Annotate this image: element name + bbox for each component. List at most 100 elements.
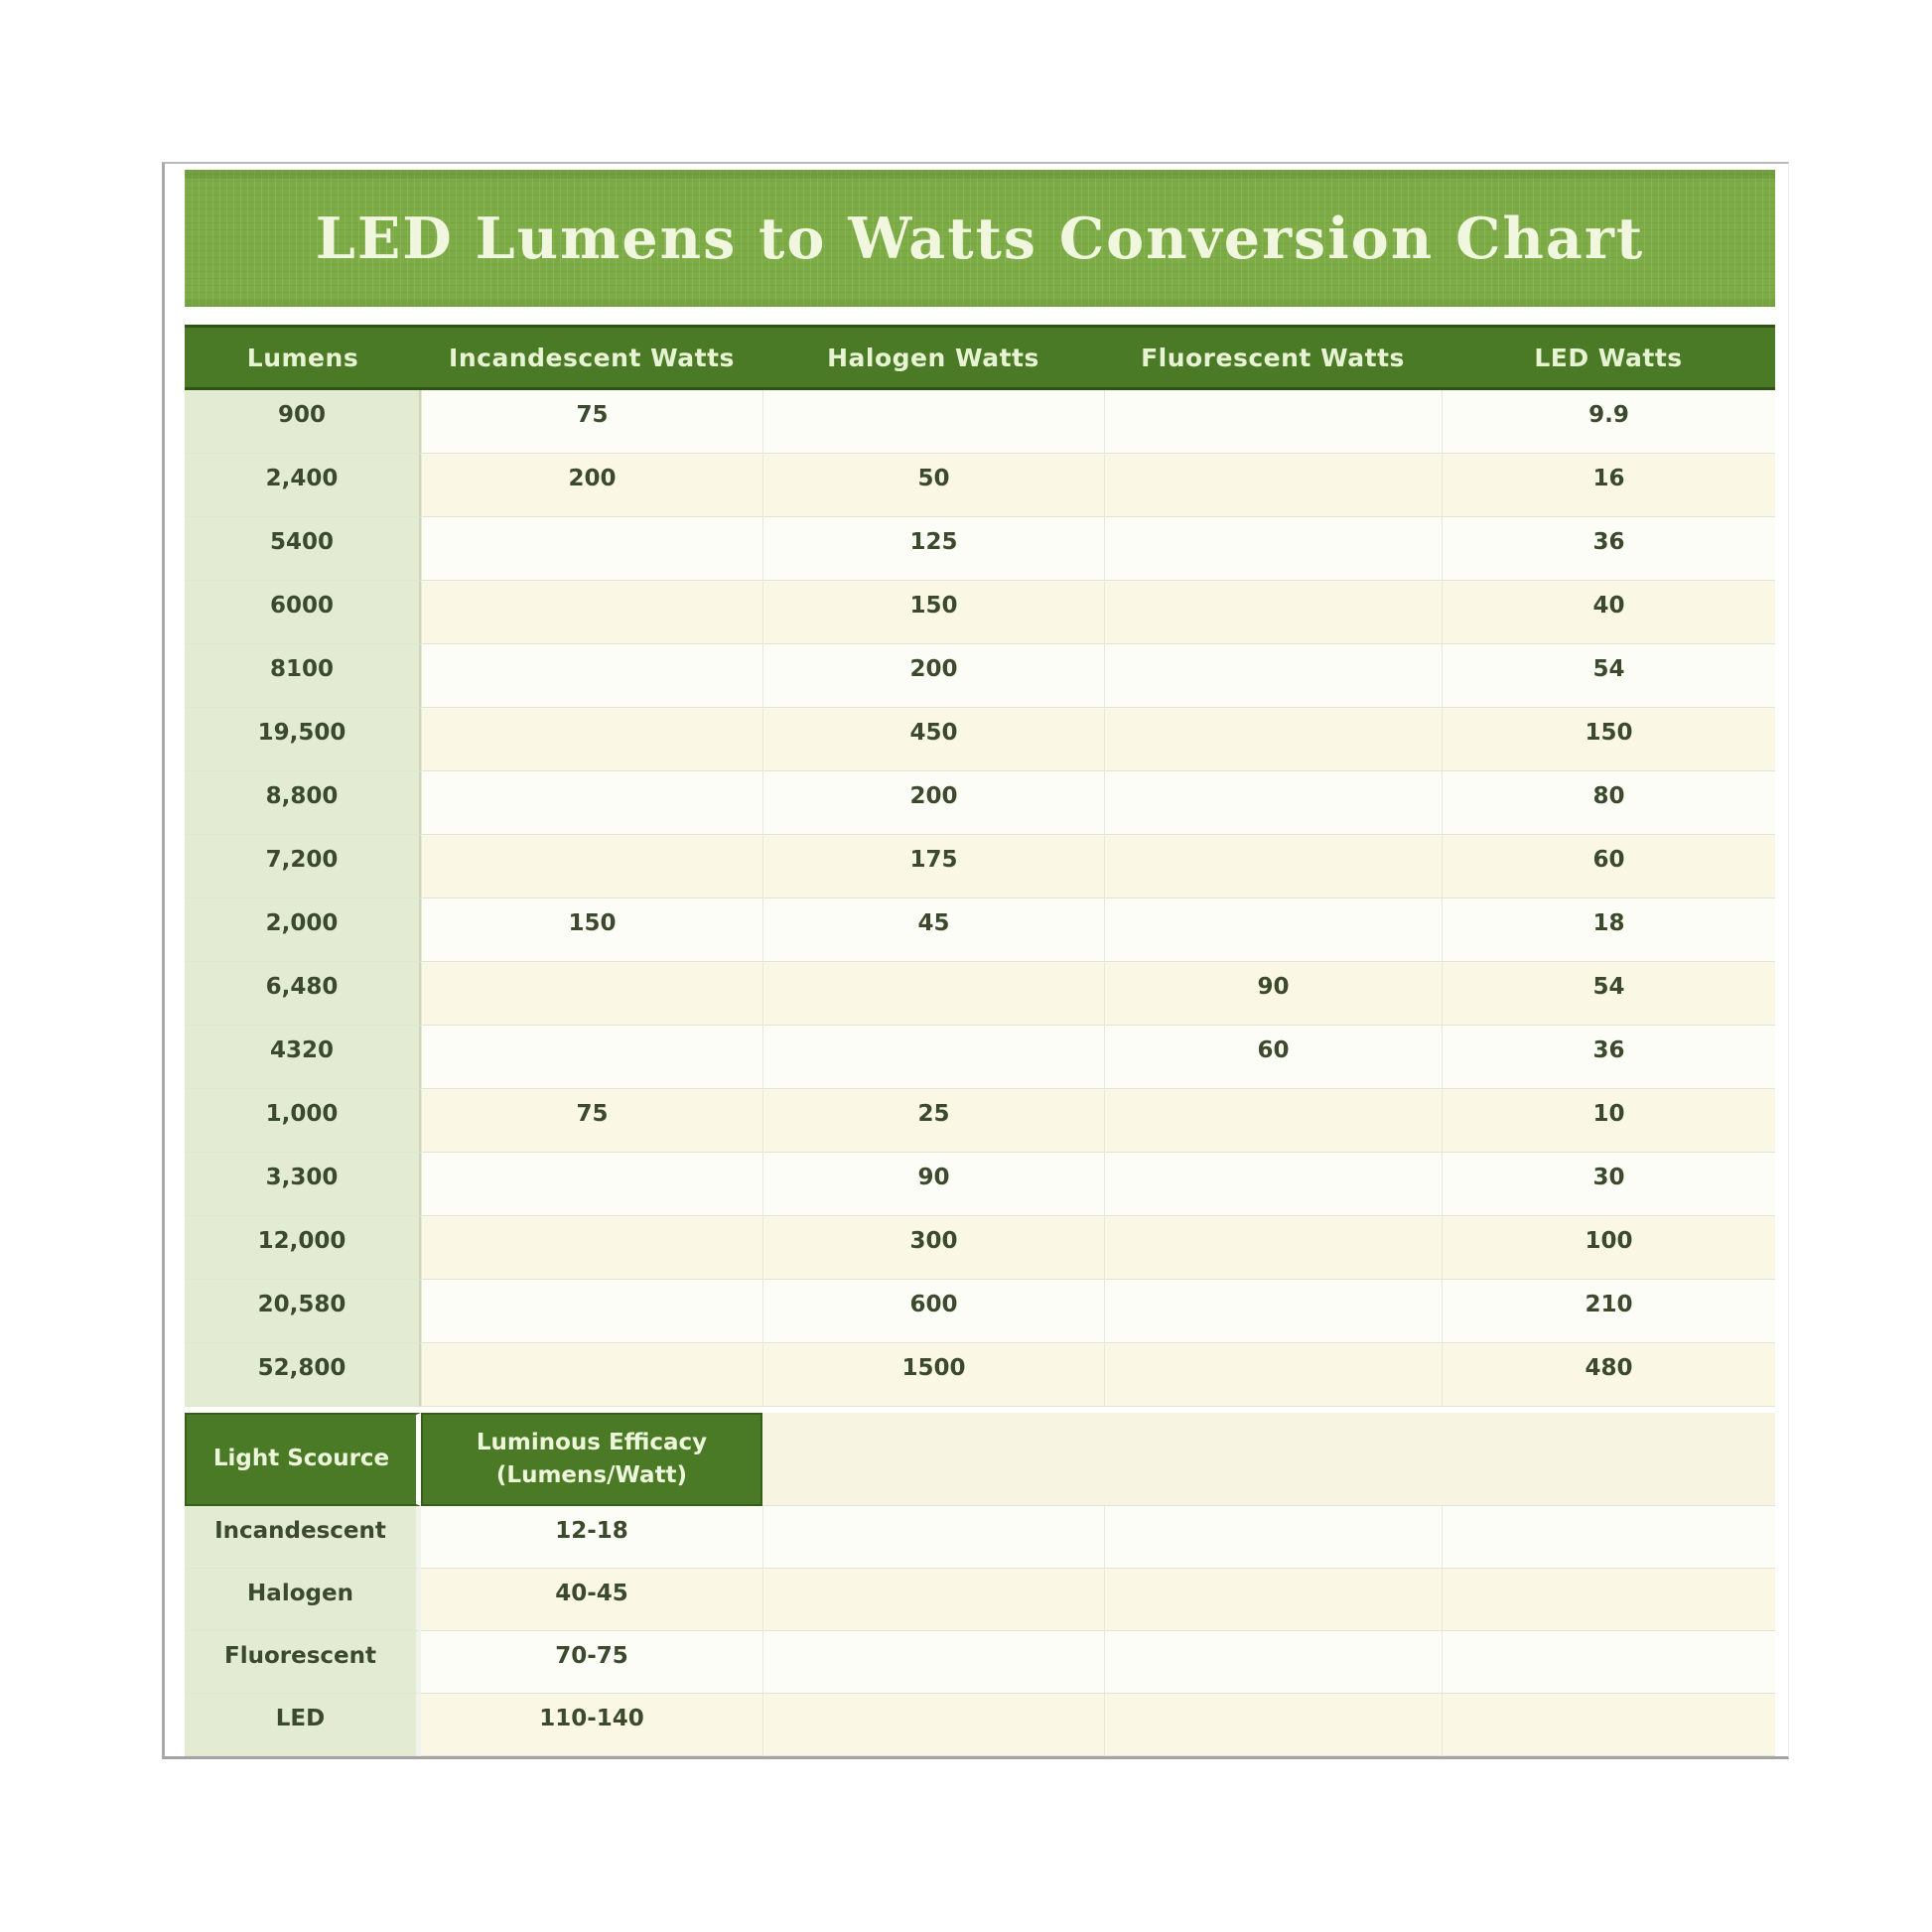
light-source-cell: LED — [185, 1694, 421, 1756]
led-watts-cell: 18 — [1442, 898, 1775, 962]
empty-cell — [1104, 1569, 1442, 1631]
halogen-watts-cell: 45 — [762, 898, 1104, 962]
lumens-cell: 12,000 — [185, 1216, 421, 1280]
led-watts-cell: 40 — [1442, 581, 1775, 644]
incandescent-watts-cell — [421, 1216, 762, 1280]
empty-cell — [1104, 1506, 1442, 1569]
fluorescent-watts-cell — [1104, 581, 1442, 644]
halogen-watts-cell: 600 — [762, 1280, 1104, 1343]
led-watts-cell: 10 — [1442, 1089, 1775, 1153]
fluorescent-watts-cell: 90 — [1104, 962, 1442, 1026]
fluorescent-watts-cell — [1104, 454, 1442, 517]
lumens-cell: 2,400 — [185, 454, 421, 517]
fluorescent-watts-cell — [1104, 517, 1442, 581]
led-watts-cell: 210 — [1442, 1280, 1775, 1343]
halogen-watts-cell: 150 — [762, 581, 1104, 644]
lumens-cell: 5400 — [185, 517, 421, 581]
halogen-watts-cell: 300 — [762, 1216, 1104, 1280]
col-header-fluorescent-watts: Fluorescent Watts — [1104, 325, 1442, 390]
led-watts-cell: 80 — [1442, 771, 1775, 835]
halogen-watts-cell: 175 — [762, 835, 1104, 898]
efficacy-value-cell: 40-45 — [421, 1569, 762, 1631]
led-watts-cell: 150 — [1442, 708, 1775, 771]
empty-cell — [762, 1631, 1104, 1694]
efficacy-value-cell: 12-18 — [421, 1506, 762, 1569]
fluorescent-watts-cell — [1104, 898, 1442, 962]
lumens-cell: 900 — [185, 390, 421, 454]
efficacy-header-luminous-efficacy: Luminous Efficacy (Lumens/Watt) — [421, 1413, 762, 1506]
col-header-incandescent-watts: Incandescent Watts — [421, 325, 762, 390]
fluorescent-watts-cell — [1104, 644, 1442, 708]
light-source-cell: Fluorescent — [185, 1631, 421, 1694]
lumens-cell: 3,300 — [185, 1153, 421, 1216]
efficacy-value-cell: 110-140 — [421, 1694, 762, 1756]
lumens-to-watts-table: Lumens Incandescent Watts Halogen Watts … — [185, 325, 1775, 1407]
halogen-watts-cell: 90 — [762, 1153, 1104, 1216]
efficacy-value-cell: 70-75 — [421, 1631, 762, 1694]
efficacy-header-filler — [762, 1413, 1775, 1506]
led-watts-cell: 36 — [1442, 1026, 1775, 1089]
halogen-watts-cell: 450 — [762, 708, 1104, 771]
lumens-cell: 1,000 — [185, 1089, 421, 1153]
lumens-cell: 8,800 — [185, 771, 421, 835]
led-watts-cell: 9.9 — [1442, 390, 1775, 454]
empty-cell — [1442, 1631, 1775, 1694]
lumens-cell: 8100 — [185, 644, 421, 708]
halogen-watts-cell: 200 — [762, 771, 1104, 835]
incandescent-watts-cell — [421, 835, 762, 898]
page-title: LED Lumens to Watts Conversion Chart — [315, 205, 1645, 272]
halogen-watts-cell — [762, 390, 1104, 454]
led-watts-cell: 54 — [1442, 962, 1775, 1026]
incandescent-watts-cell — [421, 1343, 762, 1407]
empty-cell — [762, 1569, 1104, 1631]
lumens-cell: 19,500 — [185, 708, 421, 771]
light-source-cell: Incandescent — [185, 1506, 421, 1569]
incandescent-watts-cell — [421, 644, 762, 708]
col-header-lumens: Lumens — [185, 325, 421, 390]
lumens-cell: 7,200 — [185, 835, 421, 898]
fluorescent-watts-cell — [1104, 771, 1442, 835]
incandescent-watts-cell: 75 — [421, 1089, 762, 1153]
fluorescent-watts-cell — [1104, 1089, 1442, 1153]
led-watts-cell: 16 — [1442, 454, 1775, 517]
incandescent-watts-cell — [421, 1026, 762, 1089]
halogen-watts-cell: 1500 — [762, 1343, 1104, 1407]
lumens-cell: 4320 — [185, 1026, 421, 1089]
incandescent-watts-cell — [421, 581, 762, 644]
incandescent-watts-cell: 150 — [421, 898, 762, 962]
incandescent-watts-cell — [421, 771, 762, 835]
efficacy-header-light-source: Light Scource — [185, 1413, 421, 1506]
light-source-cell: Halogen — [185, 1569, 421, 1631]
led-watts-cell: 36 — [1442, 517, 1775, 581]
fluorescent-watts-cell — [1104, 1153, 1442, 1216]
halogen-watts-cell: 125 — [762, 517, 1104, 581]
incandescent-watts-cell: 200 — [421, 454, 762, 517]
fluorescent-watts-cell — [1104, 835, 1442, 898]
halogen-watts-cell — [762, 962, 1104, 1026]
halogen-watts-cell: 200 — [762, 644, 1104, 708]
incandescent-watts-cell — [421, 1153, 762, 1216]
lumens-cell: 20,580 — [185, 1280, 421, 1343]
halogen-watts-cell: 50 — [762, 454, 1104, 517]
lumens-cell: 6000 — [185, 581, 421, 644]
luminous-efficacy-table: Light Scource Luminous Efficacy (Lumens/… — [185, 1413, 1775, 1756]
empty-cell — [1104, 1694, 1442, 1756]
col-header-led-watts: LED Watts — [1442, 325, 1775, 390]
empty-cell — [1442, 1506, 1775, 1569]
fluorescent-watts-cell — [1104, 1343, 1442, 1407]
led-watts-cell: 100 — [1442, 1216, 1775, 1280]
empty-cell — [762, 1694, 1104, 1756]
halogen-watts-cell — [762, 1026, 1104, 1089]
empty-cell — [1442, 1569, 1775, 1631]
incandescent-watts-cell — [421, 962, 762, 1026]
incandescent-watts-cell — [421, 517, 762, 581]
incandescent-watts-cell: 75 — [421, 390, 762, 454]
col-header-halogen-watts: Halogen Watts — [762, 325, 1104, 390]
led-watts-cell: 480 — [1442, 1343, 1775, 1407]
lumens-cell: 2,000 — [185, 898, 421, 962]
halogen-watts-cell: 25 — [762, 1089, 1104, 1153]
lumens-cell: 6,480 — [185, 962, 421, 1026]
empty-cell — [762, 1506, 1104, 1569]
fluorescent-watts-cell — [1104, 708, 1442, 771]
title-bar: LED Lumens to Watts Conversion Chart — [185, 170, 1775, 307]
